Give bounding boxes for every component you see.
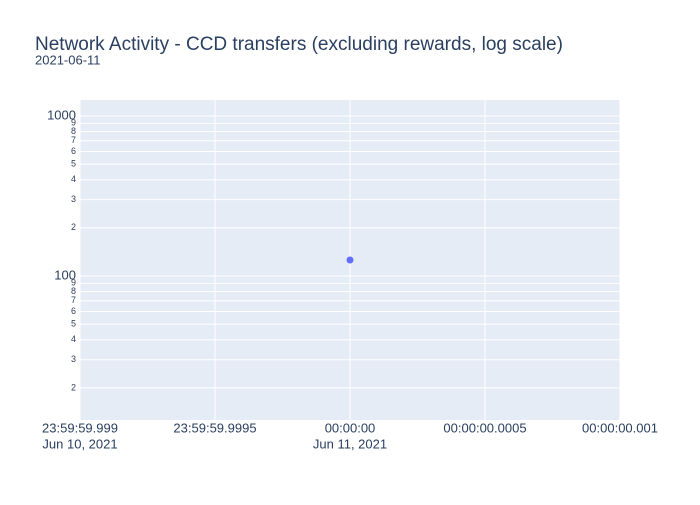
y-tick-label: 4 [71,334,76,344]
y-tick-label: 2 [71,222,76,232]
chart-title: Network Activity - CCD transfers (exclud… [35,34,563,55]
y-tick-label: 9 [71,278,76,288]
chart-subtitle: 2021-06-11 [35,52,101,67]
y-tick-label: 1000 [47,107,76,122]
y-tick-label: 8 [71,126,76,136]
point [346,256,354,264]
x-tick-label: 00:00:00.001 [582,420,658,435]
y-tick-label: 5 [71,159,76,169]
x-tick-date: Jun 10, 2021 [42,436,117,451]
y-tick-label: 5 [71,319,76,329]
y-tick-label: 3 [71,354,76,364]
y-tick-label: 6 [71,146,76,156]
y-tick-label: 7 [71,135,76,145]
x-tick-label: 00:00:00 [325,420,376,435]
y-tick-label: 4 [71,174,76,184]
y-tick-label: 6 [71,306,76,316]
y-tick-label: 9 [71,118,76,128]
y-tick-label: 3 [71,194,76,204]
x-tick-label: 00:00:00.0005 [443,420,526,435]
x-tick-label: 23:59:59.9995 [173,420,256,435]
y-tick-label: 2 [71,382,76,392]
y-tick-label: 7 [71,295,76,305]
y-tick-label: 8 [71,286,76,296]
x-tick-label: 23:59:59.999 [42,420,118,435]
x-tick-date: Jun 11, 2021 [313,436,387,451]
y-tick-label: 100 [54,267,76,282]
